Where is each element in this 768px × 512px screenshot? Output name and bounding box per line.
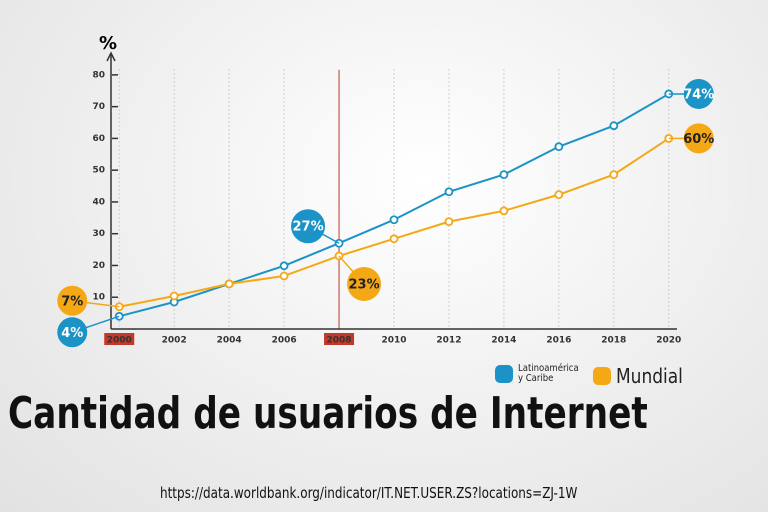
data-point	[224, 279, 234, 289]
x-tick-label: 2016	[546, 336, 571, 346]
label-bubble	[57, 285, 88, 316]
x-tick-label: 2012	[436, 336, 461, 346]
label-bubble	[291, 209, 326, 244]
y-tick-label: 50	[92, 166, 105, 176]
x-tick-label: 2014	[491, 336, 516, 346]
data-point	[169, 291, 179, 301]
x-tick-label: 2000	[107, 336, 132, 346]
data-point	[389, 215, 399, 225]
legend-item: Mundial	[593, 364, 695, 388]
x-tick-label: 2004	[217, 336, 242, 346]
data-point	[444, 187, 454, 197]
legend-swatch	[593, 367, 611, 385]
data-point	[554, 190, 564, 200]
label-bubble	[347, 266, 382, 301]
source: https://data.worldbank.org/indicator/IT.…	[160, 484, 578, 502]
data-point	[389, 234, 399, 244]
data-label: 23%	[348, 277, 379, 292]
label-bubble	[683, 78, 714, 109]
y-tick-label: 30	[92, 229, 105, 239]
data-point	[609, 170, 619, 180]
x-tick-label: 2002	[162, 336, 187, 346]
x-tick-label: 2020	[656, 336, 681, 346]
label-bubble	[57, 317, 88, 348]
data-point	[444, 217, 454, 227]
x-tick-label: 2018	[601, 336, 626, 346]
x-tick-label: 2008	[327, 336, 352, 346]
x-tick-highlight	[104, 333, 135, 345]
y-tick-label: 70	[92, 102, 105, 112]
y-tick-label: 10	[92, 293, 105, 303]
x-tick-label: 2006	[272, 336, 297, 346]
y-tick-label: 60	[92, 134, 105, 144]
data-label: 7%	[61, 294, 83, 309]
label-bubble	[683, 123, 714, 154]
y-axis-arrow	[106, 51, 116, 62]
x-tick-highlight	[324, 333, 355, 345]
legend-item: Latinoamérica y Caribe	[495, 364, 586, 384]
legend-label: Latinoamérica y Caribe	[518, 363, 579, 384]
data-point	[499, 170, 509, 180]
data-point	[609, 121, 619, 131]
data-label: 27%	[292, 220, 323, 235]
data-point	[554, 142, 564, 152]
data-point	[279, 261, 289, 271]
legend-label: Mundial	[616, 364, 683, 388]
data-point	[499, 206, 509, 216]
chart-title: Cantidad de usuarios de Internet	[8, 388, 648, 439]
data-label: 4%	[61, 326, 83, 341]
data-label: 60%	[683, 132, 714, 147]
data-label: 74%	[683, 87, 714, 102]
y-axis-label: %	[99, 33, 117, 54]
y-tick-label: 20	[92, 261, 105, 271]
y-tick-label: 80	[92, 70, 105, 80]
legend-swatch	[495, 365, 513, 383]
x-tick-label: 2010	[381, 336, 406, 346]
y-tick-label: 40	[92, 197, 105, 207]
data-point	[279, 271, 289, 281]
